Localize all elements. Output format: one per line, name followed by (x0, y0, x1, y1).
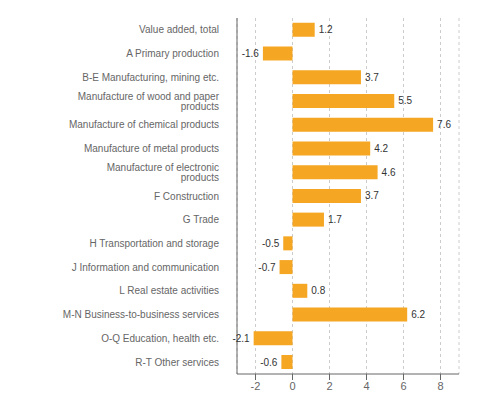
svg-text:4.6: 4.6 (382, 167, 396, 178)
svg-text:5.5: 5.5 (398, 95, 412, 106)
svg-text:4: 4 (363, 380, 369, 392)
svg-text:-0.6: -0.6 (260, 357, 278, 368)
svg-text:2: 2 (326, 380, 332, 392)
svg-text:6.2: 6.2 (411, 309, 425, 320)
svg-text:Manufacture of electronicprodu: Manufacture of electronicproducts (107, 162, 219, 183)
svg-text:-2.1: -2.1 (232, 333, 250, 344)
svg-text:Value added, total: Value added, total (139, 24, 219, 35)
svg-text:B-E Manufacturing, mining etc.: B-E Manufacturing, mining etc. (82, 72, 219, 83)
svg-text:1.7: 1.7 (328, 214, 342, 225)
svg-text:R-T Other services: R-T Other services (135, 357, 219, 368)
svg-text:8: 8 (437, 380, 443, 392)
svg-text:-0.5: -0.5 (262, 238, 280, 249)
svg-text:7.6: 7.6 (437, 119, 451, 130)
svg-text:3.7: 3.7 (365, 72, 379, 83)
svg-text:A Primary production: A Primary production (126, 48, 219, 59)
svg-text:O-Q Education, health etc.: O-Q Education, health etc. (101, 333, 219, 344)
svg-text:-1.6: -1.6 (242, 48, 260, 59)
svg-text:0.8: 0.8 (311, 285, 325, 296)
svg-text:F Construction: F Construction (154, 191, 219, 202)
svg-text:J Information and communicatio: J Information and communication (72, 262, 219, 273)
svg-text:3.7: 3.7 (365, 190, 379, 201)
svg-text:Manufacture of chemical produc: Manufacture of chemical products (69, 119, 219, 130)
svg-text:H Transportation and storage: H Transportation and storage (89, 238, 219, 249)
svg-text:-0.7: -0.7 (258, 262, 276, 273)
svg-text:0: 0 (289, 380, 295, 392)
svg-text:6: 6 (400, 380, 406, 392)
svg-text:1.2: 1.2 (319, 24, 333, 35)
svg-text:M-N Business-to-business servi: M-N Business-to-business services (63, 309, 219, 320)
svg-text:Manufacture of metal products: Manufacture of metal products (84, 143, 219, 154)
svg-text:-2: -2 (251, 380, 261, 392)
svg-text:4.2: 4.2 (374, 143, 388, 154)
svg-text:L Real estate activities: L Real estate activities (119, 285, 219, 296)
svg-text:G Trade: G Trade (183, 214, 220, 225)
svg-text:Manufacture of wood and paperp: Manufacture of wood and paperproducts (78, 91, 220, 112)
